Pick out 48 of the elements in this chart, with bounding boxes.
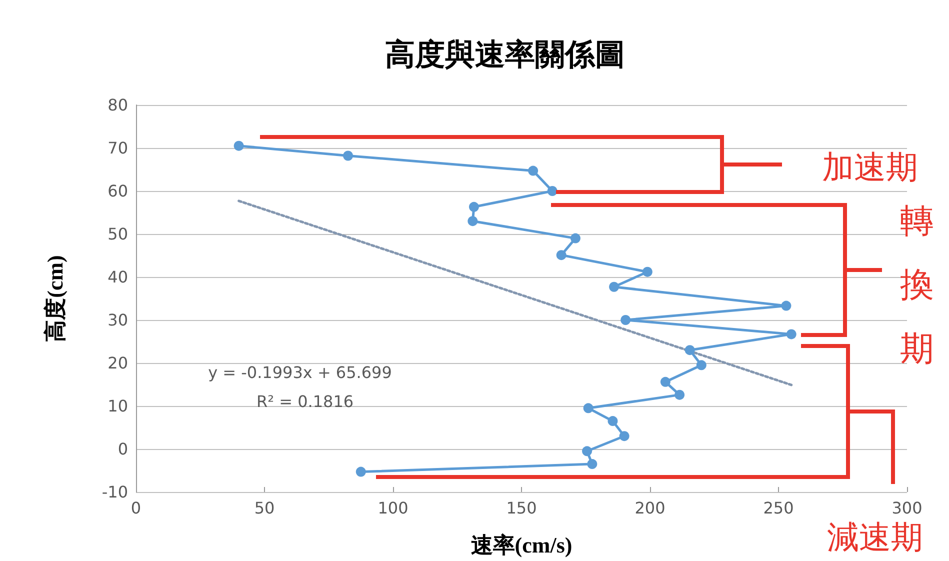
annotation: R² = 0.1816 <box>256 392 354 411</box>
point <box>583 403 594 414</box>
annotation: y = -0.1993x + 65.699 <box>208 363 392 382</box>
point <box>570 233 580 244</box>
point <box>468 216 478 226</box>
point <box>356 466 366 477</box>
point <box>684 345 695 356</box>
x-tick-label: 50 <box>254 498 275 518</box>
point <box>696 360 706 370</box>
point <box>619 431 630 442</box>
y-axis-title: 高度(cm) <box>42 255 68 342</box>
point <box>547 186 558 196</box>
point <box>620 315 631 325</box>
point <box>781 300 792 311</box>
point <box>528 166 538 176</box>
point <box>609 282 620 292</box>
y-tick-label: 0 <box>118 440 128 458</box>
annotation: 加速期 <box>822 149 918 185</box>
x-tick-label: 250 <box>763 498 794 518</box>
y-tick-label: 40 <box>108 268 128 286</box>
point <box>608 416 618 426</box>
y-tick-label: 10 <box>108 396 128 416</box>
y-tick-label: 70 <box>108 138 128 158</box>
x-tick-label: 100 <box>378 498 408 518</box>
y-tick-label: 50 <box>108 224 128 244</box>
y-tick-label: 80 <box>108 96 128 114</box>
point <box>343 150 354 161</box>
text: 減速期 <box>827 519 923 555</box>
point <box>556 250 566 260</box>
y-tick-label: 60 <box>108 182 128 200</box>
point <box>582 446 592 456</box>
x-axis-title: 速率(cm/s) <box>470 532 572 558</box>
chart-title: 高度與速率關係圖 <box>385 38 625 72</box>
annotation: 轉換期 <box>900 203 934 368</box>
y-tick-label: 30 <box>108 310 128 330</box>
y-tick-label: 20 <box>108 354 128 372</box>
x-tick-label: 150 <box>506 498 537 518</box>
point <box>234 140 244 151</box>
point <box>587 459 598 470</box>
y-tick-label: -10 <box>102 482 128 502</box>
x-tick-label: 200 <box>634 498 666 518</box>
point <box>468 202 479 212</box>
x-tick-label: 0 <box>130 498 142 518</box>
point <box>674 390 685 400</box>
point <box>642 266 652 277</box>
point <box>786 329 796 340</box>
x-tick-label: 300 <box>892 498 922 518</box>
point <box>660 376 670 387</box>
